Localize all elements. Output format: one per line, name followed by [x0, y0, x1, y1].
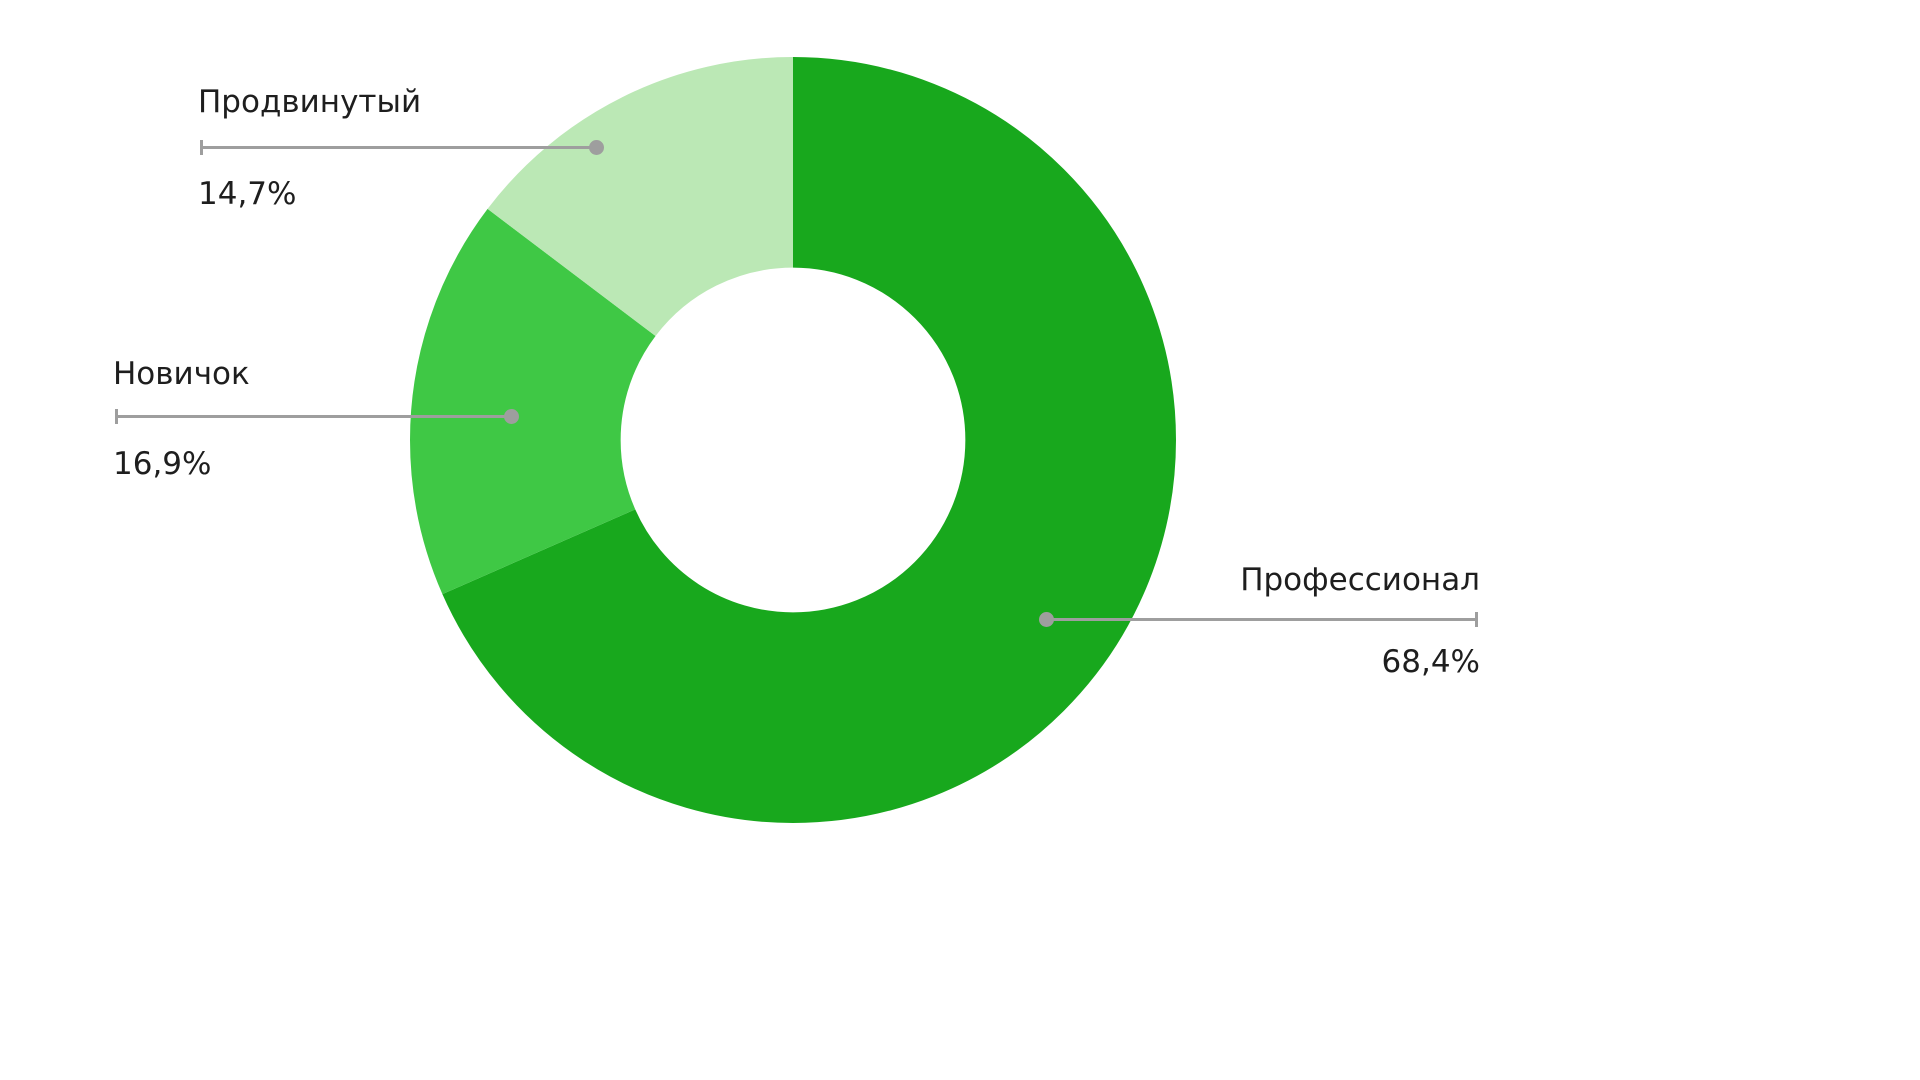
leader-dot-icon: [589, 140, 604, 155]
slice-value-advanced: 14,7%: [198, 176, 297, 212]
leader-line-novice: [115, 409, 519, 424]
pie-slice-2: [410, 57, 1176, 823]
slice-value-novice: 16,9%: [113, 446, 212, 482]
slice-label-advanced: Продвинутый: [198, 84, 422, 120]
slice-label-professional: Профессионал: [1240, 562, 1480, 598]
donut-chart: [410, 57, 1176, 823]
leader-tick-icon: [200, 140, 203, 155]
leader-line-advanced: [200, 140, 604, 155]
pie-slice-1: [410, 57, 1176, 823]
leader-tick-icon: [115, 409, 118, 424]
leader-dot-icon: [1039, 612, 1054, 627]
slice-value-professional: 68,4%: [1381, 644, 1480, 680]
slice-label-novice: Новичок: [113, 356, 250, 392]
leader-dot-icon: [504, 409, 519, 424]
leader-tick-icon: [1475, 612, 1478, 627]
leader-line-professional: [1039, 612, 1478, 627]
